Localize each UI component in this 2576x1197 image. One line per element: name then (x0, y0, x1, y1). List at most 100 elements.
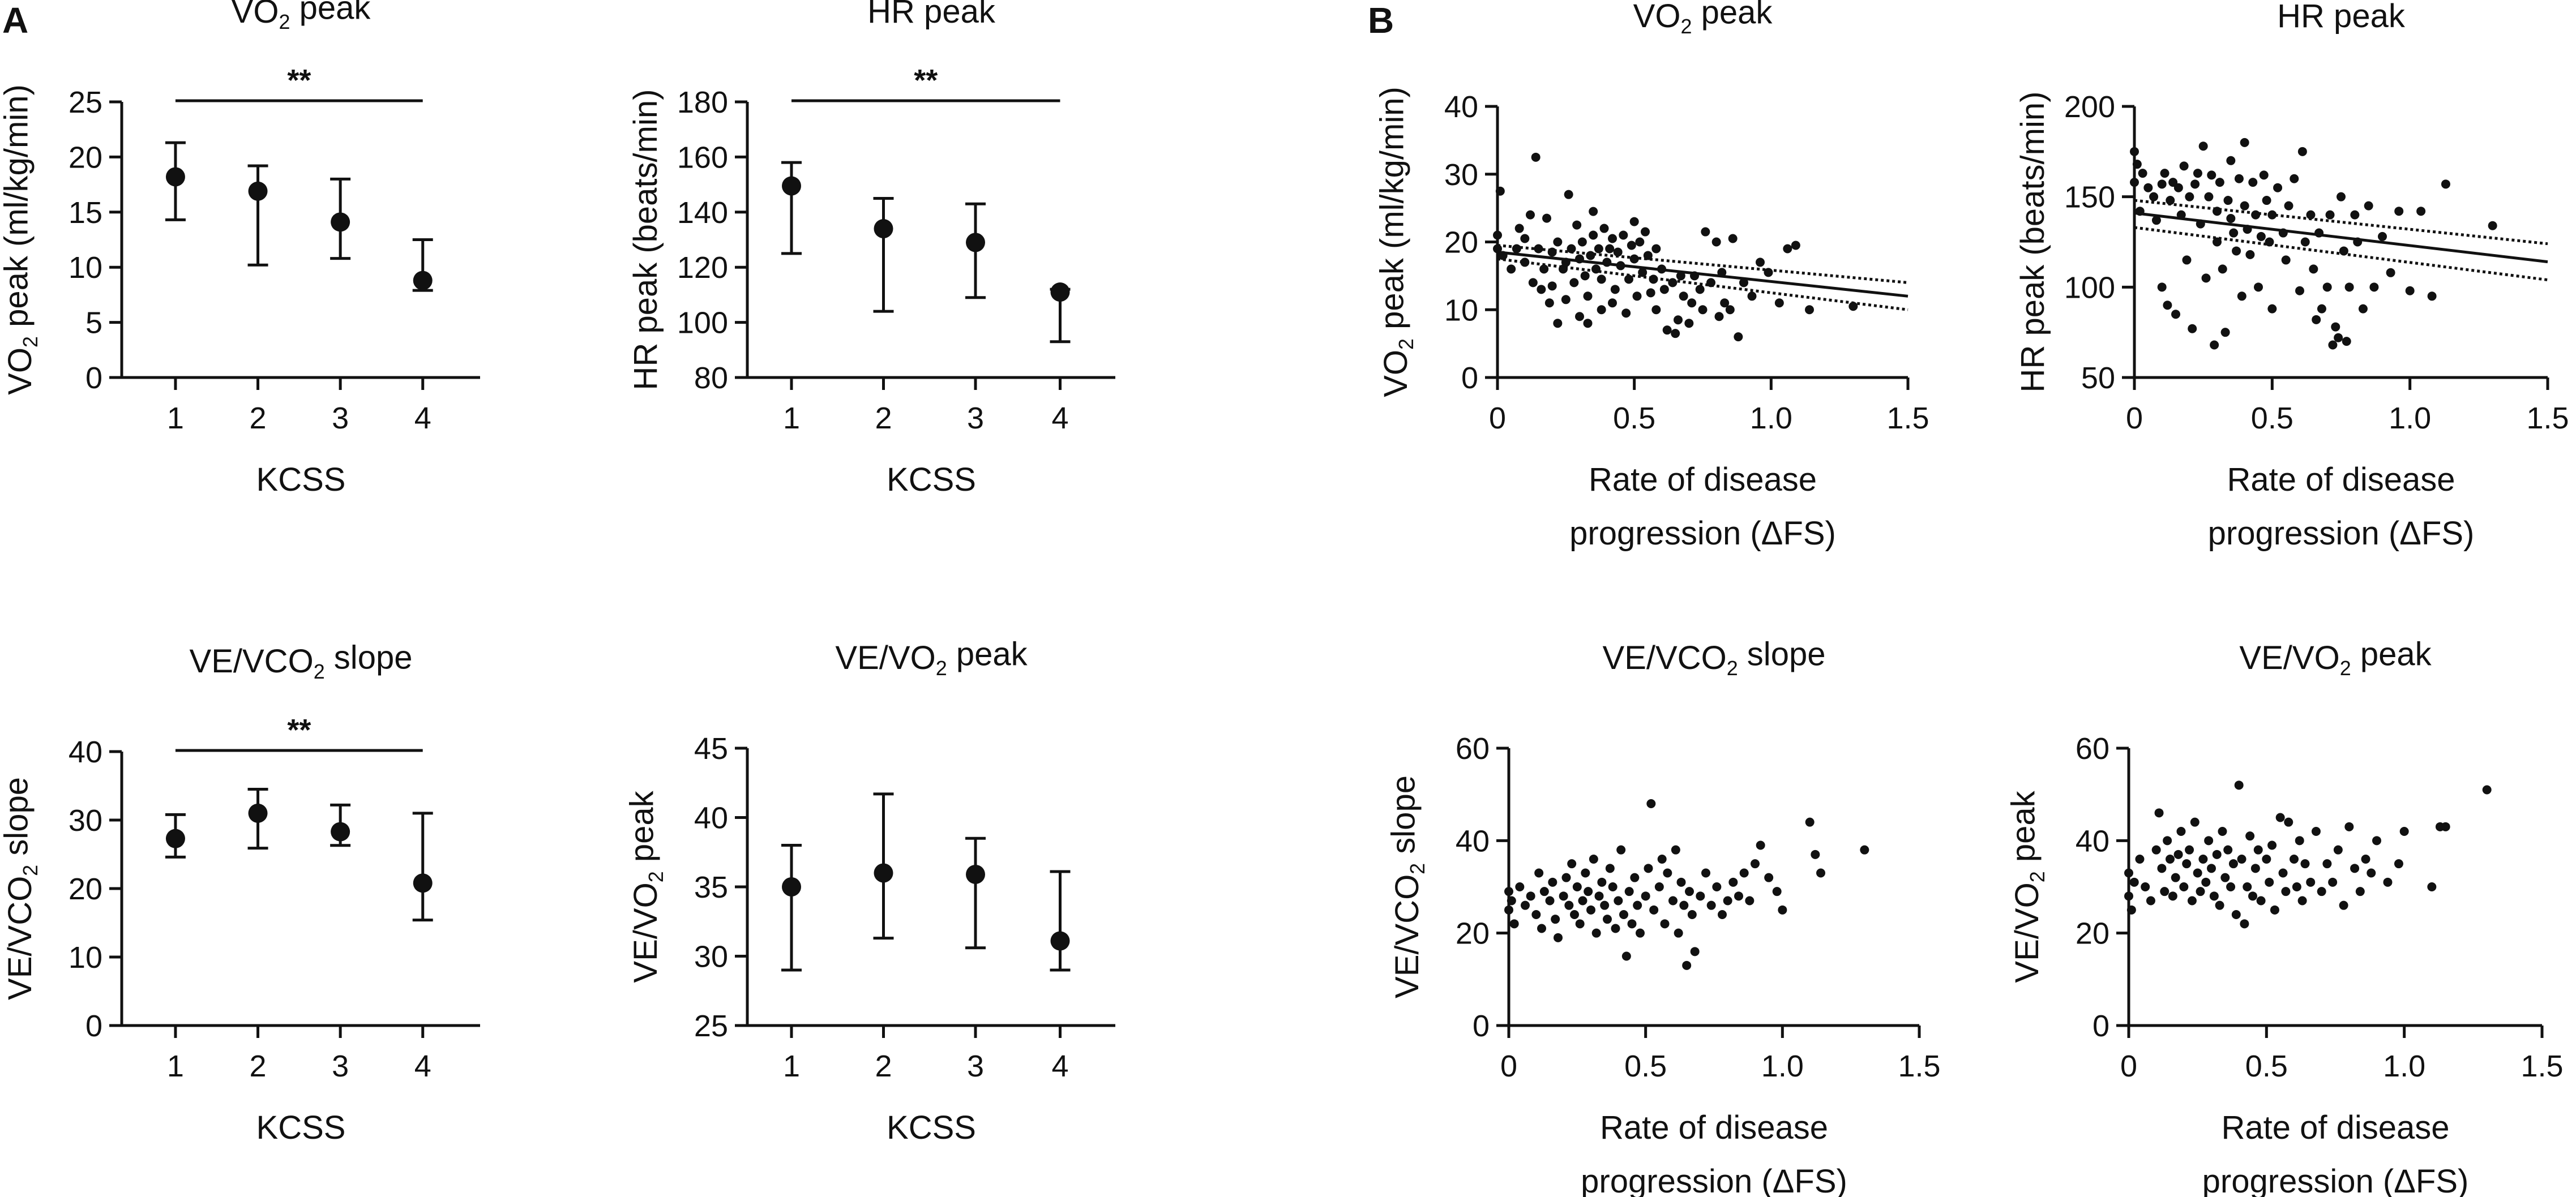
scatter-point (1627, 919, 1637, 929)
scatter-point (2130, 147, 2139, 156)
scatter-point (1714, 312, 1724, 321)
mean-point (248, 181, 268, 201)
x-tick-label: 0.5 (1613, 401, 1655, 435)
scatter-point (1624, 887, 1634, 896)
scatter-point (2259, 170, 2269, 180)
scatter-point (2163, 836, 2172, 846)
scatter-point (2281, 255, 2291, 265)
x-tick-label: 3 (332, 1049, 349, 1083)
scatter-point (1537, 285, 1546, 294)
x-tick-label: 0.5 (2245, 1049, 2288, 1083)
scatter-point (1581, 868, 1590, 878)
scatter-point (2151, 216, 2161, 225)
scatter-point (2278, 868, 2288, 878)
mean-point (165, 167, 185, 187)
scatter-point (2223, 196, 2233, 205)
y-tick-label: 35 (694, 870, 728, 904)
scatter-point (1660, 919, 1670, 929)
scatter-point (1589, 855, 1598, 864)
scatter-point (2350, 210, 2360, 220)
scatter-point (2270, 905, 2279, 915)
x-tick-label: 4 (1051, 1049, 1068, 1083)
y-axis-label: HR peak (beats/min) (2014, 92, 2051, 393)
scatter-point (1608, 234, 1617, 243)
mean-point (782, 176, 801, 196)
y-tick-label: 0 (85, 1009, 102, 1043)
scatter-point (1783, 244, 1792, 254)
x-axis-label: KCSS (887, 1109, 976, 1146)
scatter-point (1805, 305, 1814, 315)
scatter-point (1553, 237, 1563, 247)
scatter-point (2215, 178, 2224, 187)
scatter-point (2295, 836, 2304, 846)
scatter-point (2226, 213, 2236, 223)
scatter-point (1720, 298, 1730, 308)
scatter-point (2372, 836, 2381, 846)
scatter-point (2196, 887, 2205, 896)
scatter-point (1616, 261, 1625, 271)
mean-point (966, 233, 985, 252)
y-tick-label: 30 (69, 804, 102, 838)
mean-point (331, 212, 350, 232)
scatter-point (2311, 827, 2321, 836)
scatter-point (1756, 840, 1765, 850)
scatter-point (2309, 264, 2318, 274)
scatter-point (1570, 910, 1579, 919)
scatter-point (1646, 799, 1656, 808)
scatter-point (1764, 873, 1774, 882)
scatter-point (2290, 174, 2299, 183)
scatter-point (1493, 230, 1502, 240)
scatter-point (2361, 855, 2370, 864)
scatter-point (2290, 855, 2299, 864)
scatter-point (2267, 304, 2277, 314)
scatter-point (2168, 891, 2177, 901)
x-tick-label: 1 (167, 1049, 184, 1083)
x-tick-label: 1.0 (1750, 401, 1792, 435)
y-tick-label: 40 (2076, 824, 2109, 858)
scatter-point (2198, 855, 2208, 864)
scatter-point (1739, 868, 1749, 878)
scatter-point (1600, 900, 1610, 910)
scatter-point (2295, 286, 2304, 295)
x-tick-label: 1 (167, 401, 184, 435)
scatter-point (1687, 910, 1697, 919)
scatter-point (1676, 877, 1686, 887)
scatter-point (2228, 859, 2238, 869)
scatter-point (2141, 882, 2150, 891)
scatter-point (2229, 228, 2239, 238)
scatter-point (2143, 183, 2153, 192)
scatter-point (2185, 192, 2194, 201)
scatter-point (1718, 910, 1727, 919)
scatter-point (1504, 905, 1513, 915)
y-tick-label: 10 (69, 251, 102, 285)
x-tick-label: 1 (783, 401, 800, 435)
scatter-point (2342, 337, 2351, 346)
scatter-point (2350, 864, 2360, 873)
scatter-point (1520, 234, 1530, 243)
scatter-point (2190, 179, 2200, 189)
x-axis-label: Rate of disease (2227, 461, 2455, 498)
scatter-point (2383, 877, 2393, 887)
scatter-point (1636, 928, 1645, 938)
scatter-point (2237, 855, 2246, 864)
y-tick-label: 40 (1456, 824, 1490, 858)
scatter-point (2207, 864, 2216, 873)
scatter-point (1805, 817, 1815, 827)
scatter-point (2254, 282, 2263, 292)
scatter-point (1542, 213, 1551, 223)
scatter-point (2273, 183, 2283, 192)
scatter-point (1698, 305, 1708, 315)
scatter-point (1515, 882, 1525, 891)
scatter-point (2339, 900, 2348, 910)
ci-lower-line (1497, 257, 1909, 311)
scatter-point (2256, 896, 2266, 906)
scatter-point (2188, 324, 2197, 333)
x-tick-label: 2 (875, 1049, 892, 1083)
scatter-point (1553, 319, 1563, 328)
scatter-point (1608, 882, 1618, 891)
scatter-point (2253, 845, 2263, 855)
scatter-point (1534, 868, 1544, 878)
scatter-point (1751, 859, 1760, 869)
scatter-point (2171, 873, 2180, 882)
chart-b1: VO2​ peak 0 10 20 30 40 VO2​ peak (ml/kg/min) 0… (1373, 0, 1929, 552)
